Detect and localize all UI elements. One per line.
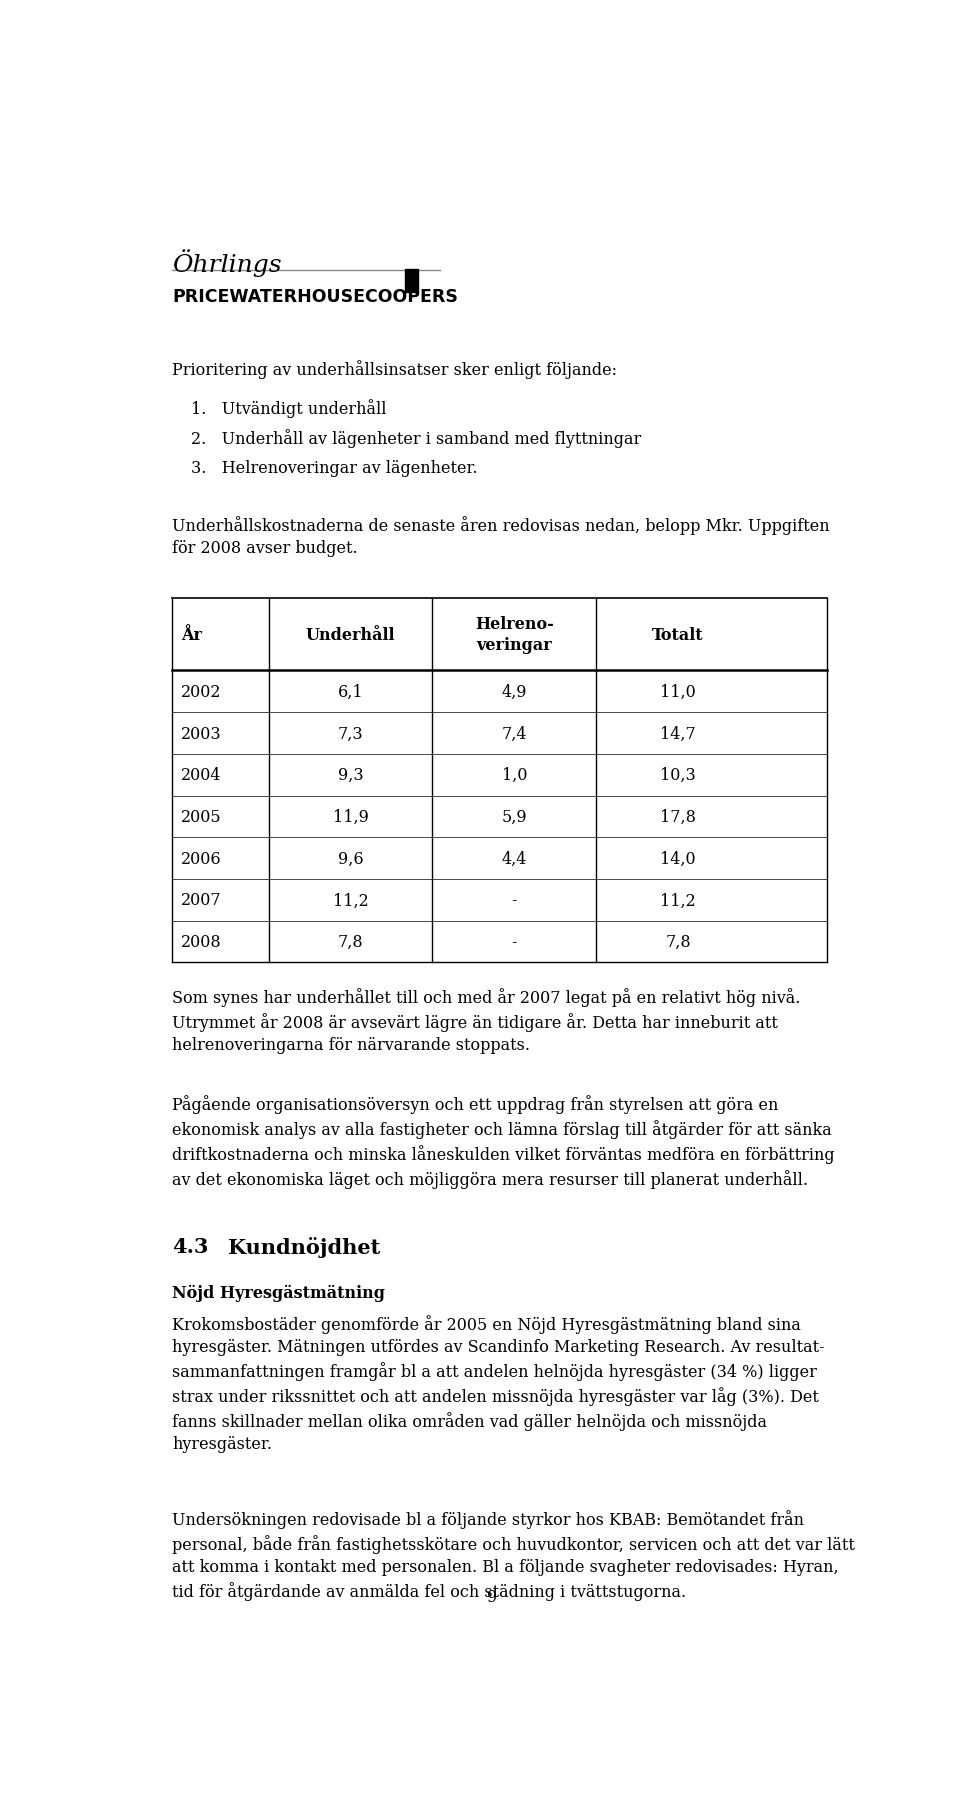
- Text: 4,9: 4,9: [501, 684, 527, 700]
- Text: Som synes har underhållet till och med år 2007 legat på en relativt hög nivå.
Ut: Som synes har underhållet till och med å…: [172, 987, 801, 1054]
- Text: Underhåll: Underhåll: [306, 626, 396, 643]
- Text: 11,2: 11,2: [660, 892, 696, 910]
- Text: 2004: 2004: [181, 767, 222, 783]
- Text: Nöjd Hyresgästmätning: Nöjd Hyresgästmätning: [172, 1283, 385, 1301]
- Text: 14,0: 14,0: [660, 850, 696, 866]
- Bar: [405, 269, 418, 292]
- Text: Helreno-
veringar: Helreno- veringar: [475, 616, 554, 653]
- Text: Prioritering av underhållsinsatser sker enligt följande:: Prioritering av underhållsinsatser sker …: [172, 359, 617, 379]
- Text: 11,9: 11,9: [333, 809, 369, 825]
- Text: 3.   Helrenoveringar av lägenheter.: 3. Helrenoveringar av lägenheter.: [191, 460, 477, 477]
- Text: 14,7: 14,7: [660, 726, 696, 742]
- Text: 4.3: 4.3: [172, 1236, 208, 1256]
- Text: 2007: 2007: [181, 892, 222, 910]
- Text: 7,4: 7,4: [501, 726, 527, 742]
- Text: 2008: 2008: [181, 933, 222, 951]
- Text: 2.   Underhåll av lägenheter i samband med flyttningar: 2. Underhåll av lägenheter i samband med…: [191, 430, 641, 448]
- Text: År: År: [181, 626, 202, 643]
- Text: -: -: [512, 892, 517, 910]
- Text: 7,3: 7,3: [338, 726, 364, 742]
- Text: 6,1: 6,1: [338, 684, 364, 700]
- Text: 2005: 2005: [181, 809, 222, 825]
- Text: 11,2: 11,2: [333, 892, 369, 910]
- Text: 2002: 2002: [181, 684, 222, 700]
- Text: 5,9: 5,9: [501, 809, 527, 825]
- Text: 7,8: 7,8: [338, 933, 364, 951]
- Text: 17,8: 17,8: [660, 809, 696, 825]
- Text: 1,0: 1,0: [501, 767, 527, 783]
- Text: 10,3: 10,3: [660, 767, 696, 783]
- Text: 7,8: 7,8: [665, 933, 691, 951]
- Text: 11,0: 11,0: [660, 684, 696, 700]
- Text: 1.   Utvändigt underhåll: 1. Utvändigt underhåll: [191, 399, 386, 417]
- Text: Undersökningen redovisade bl a följande styrkor hos KBAB: Bemötandet från
person: Undersökningen redovisade bl a följande …: [172, 1509, 855, 1599]
- Text: Underhållskostnaderna de senaste åren redovisas nedan, belopp Mkr. Uppgiften
för: Underhållskostnaderna de senaste åren re…: [172, 516, 829, 556]
- Text: R: R: [408, 276, 414, 285]
- Text: Kundnöjdhet: Kundnöjdhet: [228, 1236, 380, 1258]
- Text: Öhrlings: Öhrlings: [172, 249, 281, 276]
- Text: 9,6: 9,6: [338, 850, 364, 866]
- Text: 2006: 2006: [181, 850, 222, 866]
- Text: -: -: [512, 933, 517, 951]
- Text: 9,3: 9,3: [338, 767, 364, 783]
- Text: Pågående organisationsöversyn och ett uppdrag från styrelsen att göra en
ekonomi: Pågående organisationsöversyn och ett up…: [172, 1096, 834, 1188]
- Text: Krokomsbostäder genomförde år 2005 en Nöjd Hyresgästmätning bland sina
hyresgäst: Krokomsbostäder genomförde år 2005 en Nö…: [172, 1314, 825, 1453]
- Text: 2003: 2003: [181, 726, 222, 742]
- Text: Totalt: Totalt: [652, 626, 704, 643]
- Text: 9: 9: [487, 1588, 497, 1605]
- Text: PRICEWATERHOUSECOOPERS: PRICEWATERHOUSECOOPERS: [172, 287, 458, 305]
- Text: 4,4: 4,4: [502, 850, 527, 866]
